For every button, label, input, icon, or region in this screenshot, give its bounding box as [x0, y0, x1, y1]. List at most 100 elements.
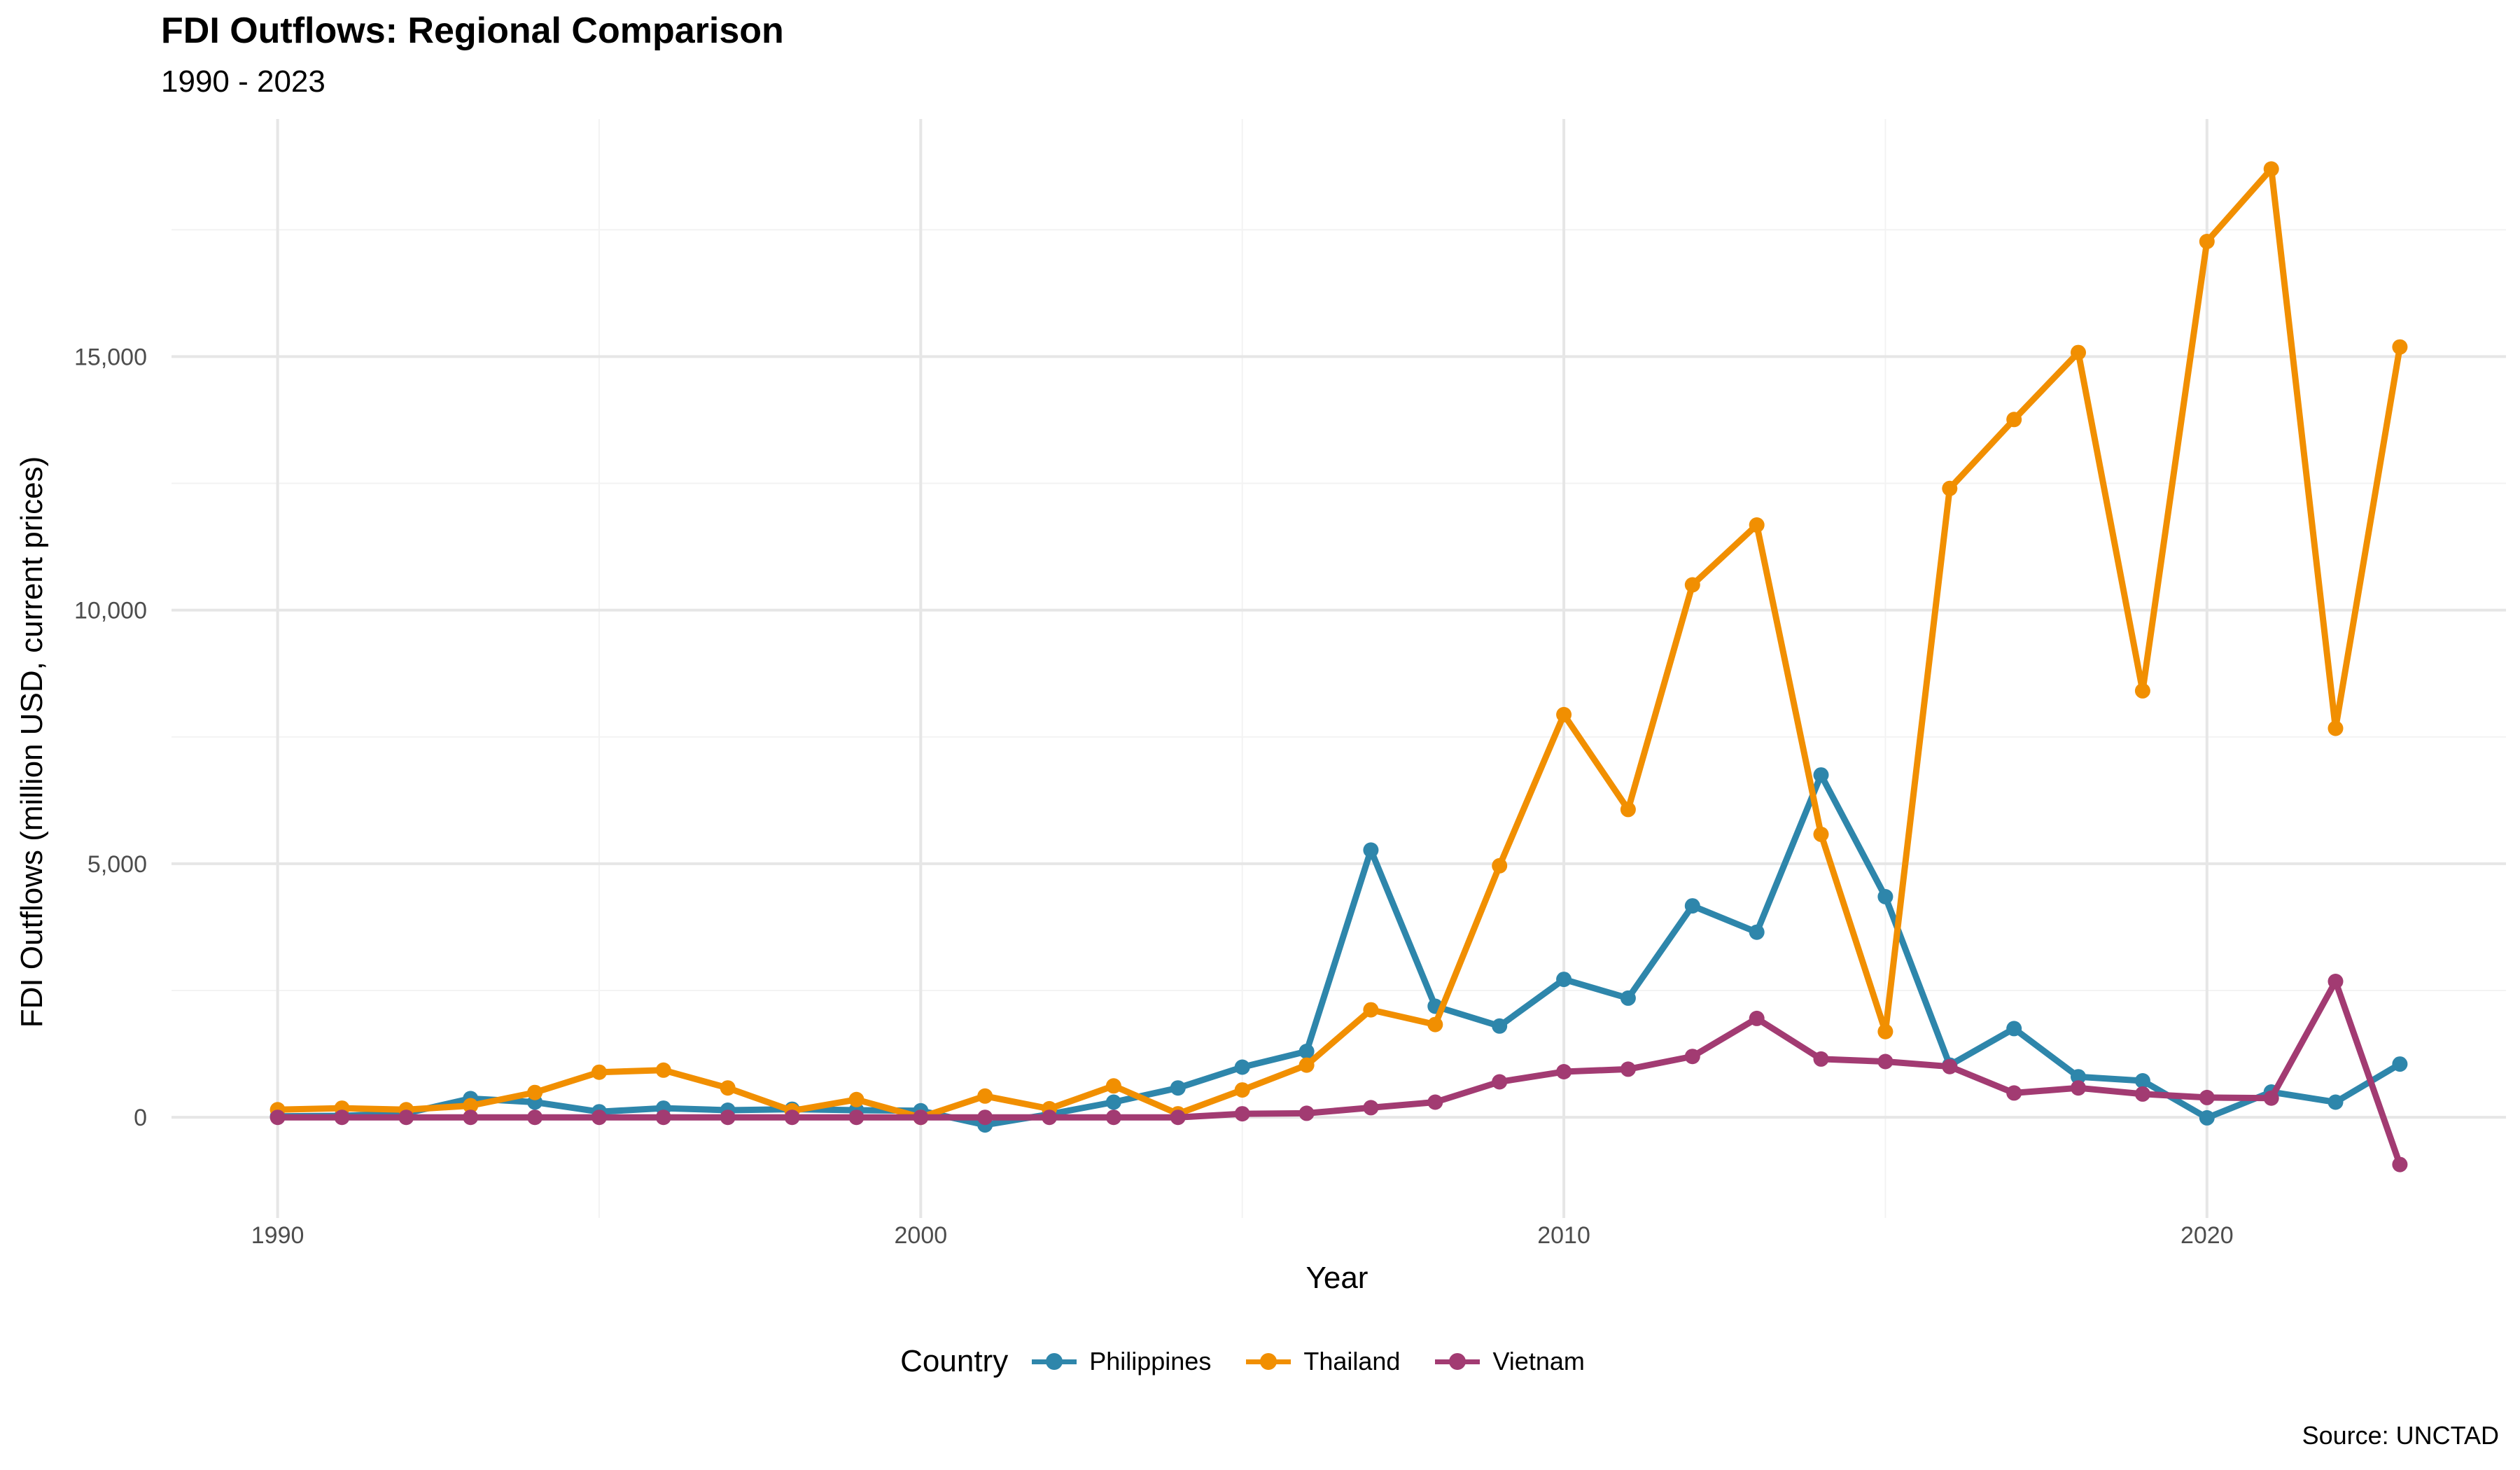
data-point-philippines [1298, 1044, 1315, 1059]
data-point-vietnam [1492, 1074, 1508, 1090]
data-point-thailand [1298, 1057, 1315, 1073]
data-point-thailand [1105, 1078, 1121, 1094]
data-point-philippines [1234, 1059, 1250, 1075]
data-point-vietnam [2006, 1085, 2022, 1101]
data-point-vietnam [1105, 1110, 1121, 1126]
data-point-philippines [1363, 842, 1379, 858]
data-point-philippines [2134, 1073, 2150, 1088]
data-point-thailand [977, 1088, 993, 1104]
data-point-vietnam [2199, 1089, 2215, 1105]
data-point-philippines [2328, 1094, 2344, 1110]
y-axis-tick-labels: 0 5,000 10,000 15,000 [74, 344, 147, 1131]
data-point-vietnam [1684, 1049, 1700, 1065]
legend: Country Philippines Thailand Vietnam [0, 1344, 2520, 1379]
legend-item-thailand: Thailand [1246, 1347, 1400, 1376]
data-point-vietnam [2263, 1090, 2279, 1106]
y-tick-label: 15,000 [74, 344, 147, 370]
data-point-thailand [527, 1084, 543, 1100]
data-point-philippines [1620, 990, 1636, 1006]
data-point-vietnam [2328, 974, 2344, 989]
data-point-vietnam [270, 1110, 286, 1126]
chart-title: FDI Outflows: Regional Comparison [161, 10, 784, 51]
data-point-thailand [1492, 858, 1508, 874]
data-point-thailand [1749, 517, 1765, 533]
data-point-thailand [2263, 161, 2279, 177]
legend-key-dot [1046, 1353, 1063, 1370]
data-point-vietnam [398, 1110, 414, 1126]
legend-key-thailand [1246, 1348, 1292, 1376]
data-point-vietnam [1042, 1110, 1058, 1126]
data-point-vietnam [1877, 1054, 1893, 1070]
data-point-thailand [1427, 1016, 1443, 1032]
series-line-thailand [277, 165, 2403, 1121]
y-tick-label: 0 [134, 1105, 147, 1131]
legend-item-philippines: Philippines [1032, 1347, 1211, 1376]
chart-subtitle: 1990 - 2023 [161, 64, 326, 99]
legend-key-dot [1449, 1353, 1466, 1370]
data-point-vietnam [720, 1110, 736, 1126]
legend-label-vietnam: Vietnam [1492, 1347, 1585, 1376]
data-point-vietnam [2071, 1080, 2086, 1096]
data-point-thailand [2392, 339, 2408, 355]
data-point-thailand [2006, 412, 2022, 428]
data-point-philippines [2071, 1069, 2086, 1085]
data-point-thailand [592, 1064, 607, 1080]
data-point-thailand [2134, 682, 2150, 699]
data-point-thailand [2199, 234, 2215, 249]
data-point-thailand [1684, 577, 1700, 593]
data-point-thailand [848, 1091, 864, 1107]
series-thailand [270, 161, 2408, 1126]
data-point-vietnam [784, 1110, 800, 1126]
legend-label-thailand: Thailand [1303, 1347, 1401, 1376]
data-point-philippines [2006, 1021, 2022, 1037]
data-point-vietnam [2134, 1086, 2150, 1102]
data-point-thailand [1234, 1082, 1250, 1098]
data-point-vietnam [848, 1110, 864, 1126]
data-point-vietnam [1170, 1110, 1186, 1126]
data-point-philippines [1556, 972, 1572, 988]
data-point-vietnam [1234, 1106, 1250, 1122]
data-point-vietnam [1556, 1064, 1572, 1079]
data-series [270, 161, 2408, 1172]
legend-item-vietnam: Vietnam [1435, 1347, 1585, 1376]
data-point-philippines [1877, 889, 1893, 904]
x-axis-tick-labels: 1990 2000 2010 2020 [251, 1222, 2234, 1249]
x-tick-label: 2000 [895, 1222, 948, 1249]
data-point-vietnam [592, 1110, 607, 1126]
x-axis-label: Year [1306, 1261, 1368, 1295]
data-point-vietnam [1363, 1100, 1379, 1116]
legend-key-philippines [1032, 1348, 1077, 1376]
data-point-vietnam [2392, 1156, 2408, 1172]
data-point-philippines [2199, 1110, 2215, 1126]
source-caption: Source: UNCTAD [2302, 1421, 2499, 1450]
data-point-vietnam [913, 1110, 929, 1126]
data-point-philippines [1749, 924, 1765, 940]
x-tick-label: 2020 [2180, 1222, 2234, 1249]
x-tick-label: 2010 [1537, 1222, 1590, 1249]
data-point-vietnam [1427, 1094, 1443, 1110]
data-point-philippines [1813, 767, 1829, 783]
x-tick-label: 1990 [251, 1222, 304, 1249]
data-point-philippines [1105, 1094, 1121, 1110]
data-point-vietnam [977, 1110, 993, 1126]
data-point-thailand [1363, 1002, 1379, 1018]
legend-label-philippines: Philippines [1089, 1347, 1212, 1376]
legend-key-vietnam [1435, 1348, 1480, 1376]
y-axis-label: FDI Outflows (million USD, current price… [15, 456, 49, 1028]
series-line-philippines [277, 771, 2402, 1128]
series-vietnam [270, 974, 2408, 1172]
data-point-vietnam [1298, 1105, 1315, 1121]
data-point-thailand [720, 1080, 736, 1096]
data-point-thailand [1877, 1023, 1893, 1040]
data-point-vietnam [1942, 1058, 1958, 1074]
data-point-philippines [1492, 1018, 1508, 1034]
data-point-thailand [2071, 344, 2086, 360]
data-point-thailand [655, 1062, 671, 1078]
data-point-vietnam [1813, 1051, 1829, 1067]
data-point-thailand [1942, 480, 1958, 496]
y-tick-label: 10,000 [74, 598, 147, 624]
data-point-thailand [2328, 720, 2344, 736]
data-point-vietnam [463, 1110, 479, 1126]
data-point-thailand [1813, 826, 1829, 842]
